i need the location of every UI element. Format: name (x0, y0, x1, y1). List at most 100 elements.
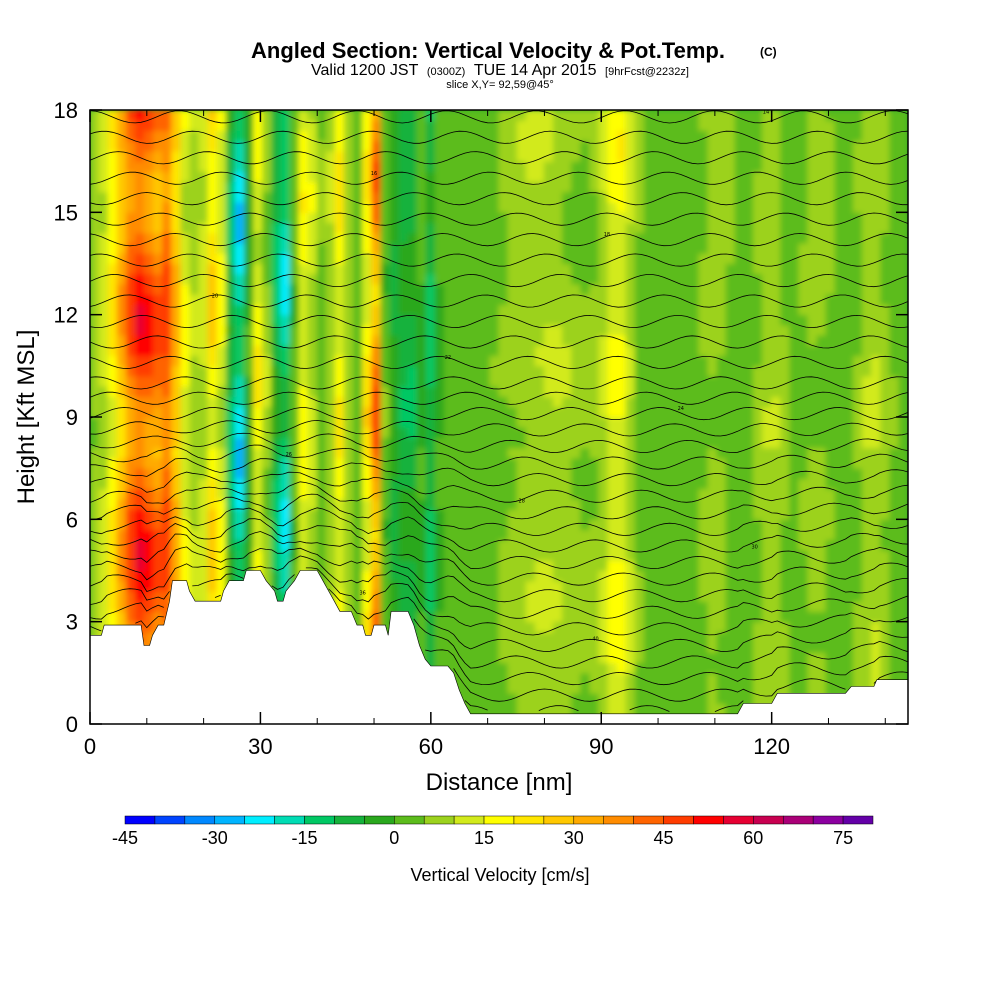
velocity-cell (425, 396, 436, 408)
velocity-cell (225, 324, 236, 336)
velocity-cell (389, 539, 400, 551)
velocity-cell (307, 170, 318, 183)
velocity-cell (280, 436, 291, 449)
velocity-cell (225, 436, 236, 449)
velocity-cell (634, 631, 645, 643)
velocity-cell (289, 181, 300, 193)
velocity-cell (362, 600, 373, 612)
velocity-cell (425, 631, 436, 643)
velocity-cell (316, 344, 327, 357)
velocity-cell (98, 242, 109, 254)
velocity-cell (516, 682, 527, 694)
velocity-cell (371, 170, 382, 183)
velocity-cell (271, 375, 282, 387)
velocity-cell (807, 119, 818, 131)
velocity-cell (498, 191, 509, 203)
velocity-cell (244, 396, 255, 408)
velocity-cell (525, 672, 536, 684)
velocity-cell (816, 303, 827, 316)
velocity-cell (498, 436, 509, 449)
velocity-cell (843, 641, 854, 653)
velocity-cell (244, 385, 255, 398)
velocity-cell (98, 181, 109, 193)
velocity-cell (153, 119, 164, 131)
velocity-cell (616, 232, 627, 244)
velocity-cell (434, 396, 445, 408)
velocity-cell (716, 242, 727, 254)
velocity-cell (671, 150, 682, 162)
velocity-cell (743, 110, 754, 121)
velocity-cell (225, 447, 236, 459)
velocity-cell (543, 283, 555, 295)
velocity-cell (643, 314, 655, 326)
velocity-cell (625, 498, 636, 510)
velocity-cell (562, 211, 573, 224)
velocity-cell (371, 396, 382, 408)
velocity-cell (534, 580, 545, 592)
velocity-cell (234, 232, 246, 244)
velocity-cell (634, 283, 645, 295)
velocity-cell (498, 385, 509, 398)
velocity-cell (216, 129, 227, 142)
velocity-cell (498, 242, 509, 254)
velocity-cell (780, 334, 791, 346)
velocity-cell (580, 385, 591, 398)
velocity-cell (462, 631, 473, 643)
velocity-cell (598, 170, 609, 183)
velocity-cell (298, 334, 309, 346)
velocity-cell (643, 436, 655, 449)
velocity-cell (807, 488, 818, 500)
velocity-cell (571, 488, 582, 500)
velocity-cell (525, 600, 536, 612)
velocity-cell (489, 406, 500, 418)
velocity-cell (189, 314, 200, 326)
velocity-cell (562, 580, 573, 592)
velocity-cell (316, 273, 327, 285)
velocity-cell (534, 621, 545, 633)
velocity-cell (589, 303, 600, 316)
velocity-cell (453, 191, 464, 203)
velocity-cell (462, 334, 473, 346)
velocity-cell (507, 201, 518, 213)
velocity-cell (789, 508, 800, 520)
velocity-cell (571, 498, 582, 510)
velocity-cell (453, 570, 464, 582)
velocity-cell (298, 324, 309, 336)
velocity-cell (316, 498, 327, 510)
velocity-cell (571, 621, 582, 633)
velocity-cell (525, 662, 536, 674)
velocity-cell (316, 222, 327, 234)
velocity-cell (171, 129, 182, 142)
velocity-cell (253, 303, 264, 316)
velocity-cell (525, 549, 536, 561)
velocity-cell (716, 559, 727, 571)
velocity-cell (689, 703, 700, 715)
velocity-cell (134, 263, 146, 275)
velocity-cell (98, 355, 109, 367)
velocity-cell (498, 559, 509, 571)
velocity-cell (543, 406, 555, 418)
velocity-cell (671, 406, 682, 418)
velocity-cell (162, 416, 173, 428)
velocity-cell (116, 447, 127, 459)
velocity-cell (353, 181, 364, 193)
velocity-cell (325, 119, 336, 131)
velocity-cell (716, 539, 727, 551)
velocity-cell (698, 447, 709, 459)
velocity-cell (743, 232, 754, 244)
velocity-cell (725, 355, 736, 367)
velocity-cell (462, 283, 473, 295)
velocity-cell (353, 467, 364, 479)
velocity-cell (462, 498, 473, 510)
velocity-cell (453, 119, 464, 131)
velocity-cell (225, 283, 236, 295)
velocity-cell (307, 529, 318, 541)
velocity-cell (389, 406, 400, 418)
velocity-cell (362, 211, 373, 224)
velocity-cell (525, 140, 536, 152)
velocity-cell (716, 610, 727, 623)
velocity-cell (634, 211, 645, 224)
velocity-cell (698, 498, 709, 510)
velocity-cell (144, 467, 155, 479)
velocity-cell (116, 170, 127, 183)
